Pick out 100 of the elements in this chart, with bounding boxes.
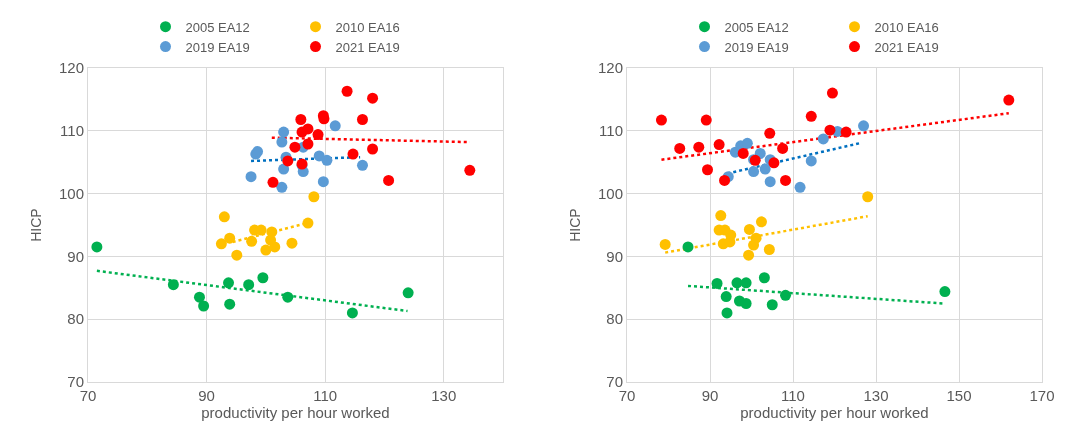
point <box>805 110 817 122</box>
point <box>286 237 298 249</box>
point <box>289 141 301 153</box>
point <box>223 277 235 289</box>
point <box>805 155 817 167</box>
point <box>862 191 874 203</box>
point <box>278 126 290 138</box>
point <box>257 272 269 284</box>
point <box>347 148 359 160</box>
point <box>740 277 752 289</box>
y-tick-label: 100 <box>58 184 84 202</box>
point <box>939 286 951 298</box>
point <box>282 291 294 303</box>
x-axis-title: productivity per hour worked <box>740 404 929 421</box>
y-tick-label: 100 <box>597 184 623 202</box>
y-tick-label: 90 <box>67 247 84 265</box>
point <box>317 176 329 188</box>
point <box>243 279 255 291</box>
x-axis-title: productivity per hour worked <box>201 404 390 421</box>
point <box>711 277 723 289</box>
point <box>1003 94 1015 106</box>
point <box>321 154 333 166</box>
point <box>768 157 780 169</box>
legend-label: 2019 EA19 <box>185 39 250 55</box>
point <box>193 291 205 303</box>
point <box>764 127 776 139</box>
point <box>766 299 778 311</box>
y-axis-title: HICP <box>566 208 583 242</box>
point <box>346 307 358 319</box>
point <box>780 174 792 186</box>
point <box>777 142 789 154</box>
x-tick-label: 130 <box>431 387 457 404</box>
point <box>826 87 838 99</box>
point <box>715 210 727 222</box>
point <box>748 166 760 178</box>
point <box>167 279 179 291</box>
point <box>302 217 314 229</box>
y-tick-label: 110 <box>60 122 84 140</box>
y-tick-label: 110 <box>599 122 623 140</box>
point <box>764 176 776 188</box>
point <box>655 114 667 126</box>
legend-label: 2021 EA19 <box>874 39 939 55</box>
point <box>260 244 272 256</box>
x-tick-label: 130 <box>863 387 889 404</box>
point <box>246 235 258 247</box>
point <box>794 181 806 193</box>
legend-label: 2005 EA12 <box>185 19 250 35</box>
point <box>267 176 279 188</box>
y-axis-title: HICP <box>27 208 44 242</box>
y-tick-label: 120 <box>597 59 623 77</box>
point <box>758 272 770 284</box>
point <box>302 123 314 135</box>
point <box>740 298 752 309</box>
point <box>218 211 230 223</box>
point <box>231 249 243 261</box>
point <box>759 163 771 175</box>
point <box>329 120 341 132</box>
point <box>750 232 762 244</box>
point <box>367 143 379 155</box>
point <box>295 114 307 125</box>
point <box>682 241 694 253</box>
point <box>720 291 732 303</box>
point <box>743 223 755 235</box>
x-tick-label: 150 <box>946 387 972 404</box>
point <box>780 289 792 301</box>
point <box>356 159 368 171</box>
point <box>693 141 705 153</box>
point <box>198 300 210 312</box>
legend-label: 2019 EA19 <box>724 39 789 55</box>
point <box>721 307 733 319</box>
x-tick-label: 90 <box>701 387 719 404</box>
point <box>224 298 236 310</box>
x-tick-label: 170 <box>1029 387 1055 404</box>
point <box>659 238 671 250</box>
point <box>269 241 281 253</box>
y-tick-label: 90 <box>606 247 623 265</box>
point <box>367 92 379 104</box>
point <box>276 181 288 193</box>
legend-label: 2010 EA16 <box>335 19 400 35</box>
point <box>817 133 829 145</box>
point <box>702 164 714 176</box>
point <box>356 114 368 125</box>
point <box>741 137 753 149</box>
y-tick-label: 120 <box>58 59 84 77</box>
legend-label: 2010 EA16 <box>874 19 939 35</box>
point <box>312 129 324 141</box>
point <box>713 139 725 151</box>
x-tick-label: 90 <box>198 387 215 404</box>
y-tick-label: 80 <box>67 310 84 328</box>
point <box>737 147 749 159</box>
point <box>308 191 320 203</box>
point <box>91 241 103 253</box>
legend-label: 2005 EA12 <box>724 19 789 35</box>
point <box>341 85 353 97</box>
point <box>464 164 476 176</box>
point <box>276 136 288 148</box>
point <box>278 163 290 175</box>
point <box>215 238 227 250</box>
point <box>858 120 870 132</box>
point <box>755 216 767 228</box>
